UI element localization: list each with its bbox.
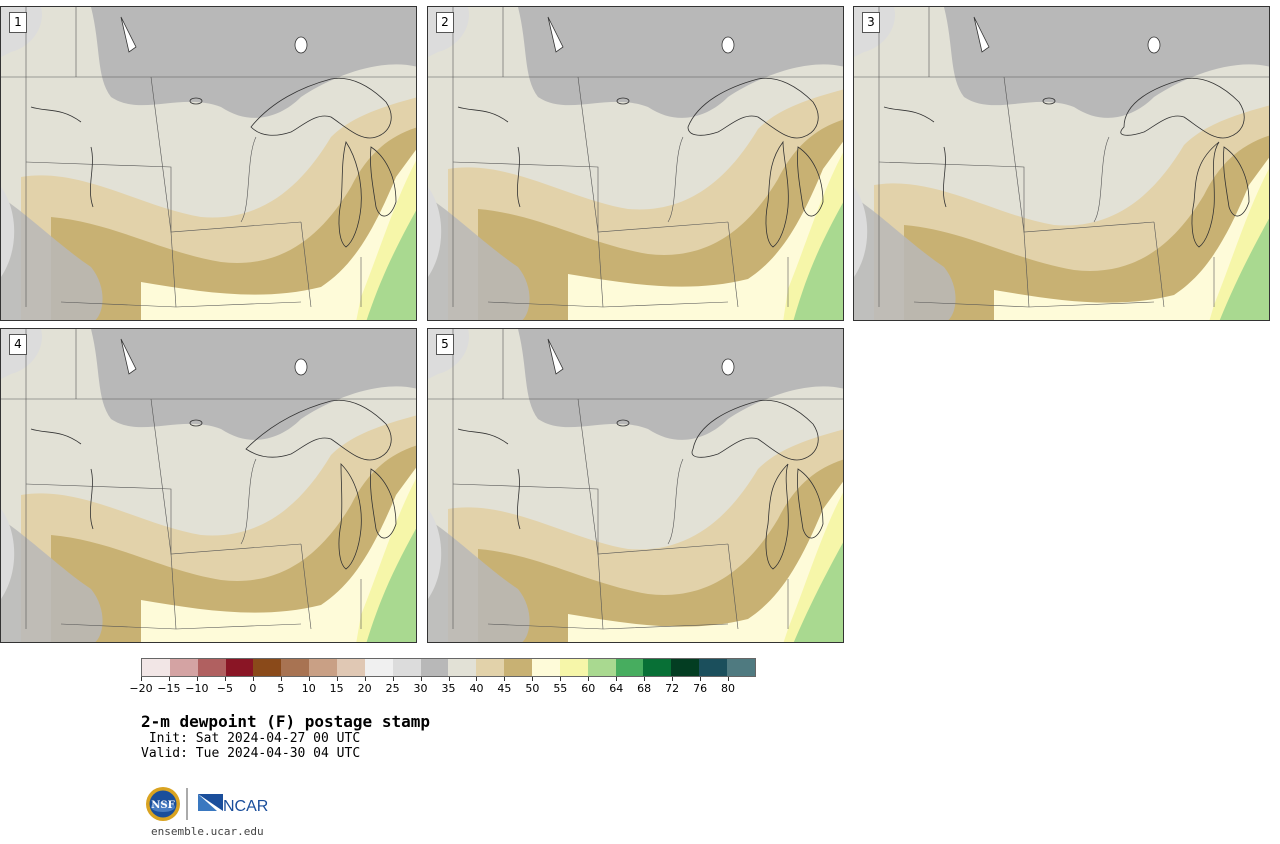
colorbar-tick-label: −10 — [185, 682, 209, 695]
dewpoint-map-1 — [1, 7, 416, 320]
colorbar-swatch — [504, 659, 533, 676]
colorbar-tick-mark — [141, 677, 142, 681]
colorbar-tick-mark — [392, 677, 394, 681]
colorbar-tick-mark — [728, 677, 730, 681]
colorbar-tick-label: −20 — [129, 682, 153, 695]
member-panel-1: 1 — [0, 6, 417, 321]
colorbar-tick-label: 72 — [665, 682, 680, 695]
colorbar-tick-mark — [616, 677, 618, 681]
nsf-text: NSF — [151, 800, 174, 811]
colorbar-tick-label: −15 — [157, 682, 181, 695]
colorbar-tick-mark — [168, 677, 170, 681]
dewpoint-map-2 — [428, 7, 843, 320]
colorbar-tick-mark — [476, 677, 478, 681]
colorbar-swatch — [671, 659, 700, 676]
colorbar-swatch — [337, 659, 365, 676]
colorbar-tick-mark — [504, 677, 506, 681]
member-panel-2: 2 — [427, 6, 844, 321]
colorbar-tick-mark — [532, 677, 534, 681]
colorbar-tick-label: 35 — [441, 682, 456, 695]
colorbar-tick-mark — [644, 677, 646, 681]
colorbar-tick-label: 60 — [581, 682, 596, 695]
colorbar-swatch — [476, 659, 505, 676]
dewpoint-map-5 — [428, 329, 843, 642]
colorbar-tick-mark — [196, 677, 198, 681]
colorbar-tick-mark — [224, 677, 226, 681]
colorbar-swatch — [197, 659, 226, 676]
colorbar-swatch — [587, 659, 616, 676]
colorbar-tick-label: 15 — [329, 682, 344, 695]
colorbar-tick-label: 40 — [469, 682, 484, 695]
colorbar-tick-mark — [700, 677, 702, 681]
panel-number: 2 — [436, 12, 454, 33]
panel-number: 5 — [436, 334, 454, 355]
valid-time: Valid: Tue 2024-04-30 04 UTC — [141, 746, 361, 761]
colorbar-tick-mark — [448, 677, 450, 681]
colorbar-tick-label: 10 — [301, 682, 316, 695]
colorbar-tick-label: 64 — [609, 682, 624, 695]
colorbar-tick-mark — [252, 677, 254, 681]
colorbar-tick-label: 25 — [385, 682, 400, 695]
colorbar-swatch — [392, 659, 421, 676]
colorbar-tick-mark — [420, 677, 422, 681]
colorbar-tick-label: 80 — [721, 682, 736, 695]
colorbar-tick-label: 20 — [357, 682, 372, 695]
colorbar-swatch — [281, 659, 310, 676]
colorbar-swatch — [225, 659, 254, 676]
colorbar-tick-label: 30 — [413, 682, 428, 695]
colorbar-tick-label: 45 — [497, 682, 512, 695]
colorbar-swatch — [420, 659, 449, 676]
nsf-logo-icon: NSF — [146, 787, 180, 821]
colorbar — [141, 658, 756, 677]
colorbar-tick-mark — [560, 677, 562, 681]
colorbar-tick-label: 76 — [693, 682, 708, 695]
colorbar-tick-mark — [364, 677, 366, 681]
colorbar-tick-label: 5 — [277, 682, 285, 695]
colorbar-swatch — [643, 659, 672, 676]
colorbar-tick-label: −5 — [216, 682, 233, 695]
colorbar-tick-mark — [308, 677, 310, 681]
colorbar-tick-mark — [280, 677, 282, 681]
colorbar-swatch — [532, 659, 560, 676]
member-panel-3: 3 — [853, 6, 1270, 321]
colorbar-tick-mark — [672, 677, 674, 681]
panel-number: 4 — [9, 334, 27, 355]
member-panel-4: 4 — [0, 328, 417, 643]
colorbar-swatch — [142, 659, 170, 676]
colorbar-swatch — [253, 659, 282, 676]
colorbar-swatch — [448, 659, 477, 676]
panel-number: 3 — [862, 12, 880, 33]
init-time: Init: Sat 2024-04-27 00 UTC — [141, 731, 361, 746]
colorbar-tick-label: 68 — [637, 682, 652, 695]
colorbar-tick-label: 55 — [553, 682, 568, 695]
colorbar-swatch — [169, 659, 198, 676]
colorbar-tick-mark — [588, 677, 590, 681]
chart-title: 2-m dewpoint (F) postage stamp — [141, 712, 430, 731]
member-panel-5: 5 — [427, 328, 844, 643]
panel-number: 1 — [9, 12, 27, 33]
colorbar-swatch — [309, 659, 338, 676]
ncar-text: NCAR — [223, 798, 268, 815]
colorbar-swatch — [727, 659, 755, 676]
ncar-logo-icon: NCAR — [198, 794, 268, 815]
colorbar-tick-mark — [336, 677, 338, 681]
colorbar-tick-label: 0 — [249, 682, 257, 695]
nsf-ncar-logo: NSF NCAR — [146, 787, 268, 821]
dewpoint-map-4 — [1, 329, 416, 642]
colorbar-swatch — [559, 659, 588, 676]
colorbar-tick-label: 50 — [525, 682, 540, 695]
colorbar-swatch — [615, 659, 644, 676]
colorbar-swatch — [699, 659, 728, 676]
dewpoint-map-3 — [854, 7, 1269, 320]
website-url: ensemble.ucar.edu — [151, 825, 264, 838]
colorbar-swatch — [364, 659, 393, 676]
